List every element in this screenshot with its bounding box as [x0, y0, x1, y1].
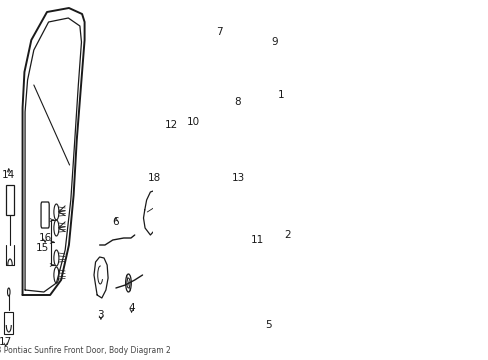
Text: 9: 9: [271, 37, 278, 47]
Text: 3: 3: [98, 310, 104, 320]
Text: 14: 14: [2, 170, 15, 180]
Text: 2: 2: [284, 230, 290, 240]
Text: 1: 1: [278, 90, 284, 100]
Bar: [4, 312, 13, 334]
Text: 18: 18: [147, 173, 161, 183]
Text: 16: 16: [39, 233, 52, 243]
Text: 10: 10: [187, 117, 200, 127]
Text: 12: 12: [165, 120, 178, 130]
Text: 13: 13: [231, 173, 244, 183]
Text: 8: 8: [234, 97, 240, 107]
Bar: [263, 268, 275, 316]
Text: 6: 6: [112, 217, 119, 227]
Text: 15: 15: [36, 243, 49, 253]
Text: 17: 17: [0, 337, 12, 347]
Text: 4: 4: [128, 303, 135, 313]
Text: 5: 5: [265, 320, 272, 330]
Text: 2003 Pontiac Sunfire Front Door, Body Diagram 2: 2003 Pontiac Sunfire Front Door, Body Di…: [0, 346, 170, 355]
Text: 7: 7: [216, 27, 222, 37]
Bar: [6, 185, 14, 215]
Text: 11: 11: [250, 235, 264, 245]
